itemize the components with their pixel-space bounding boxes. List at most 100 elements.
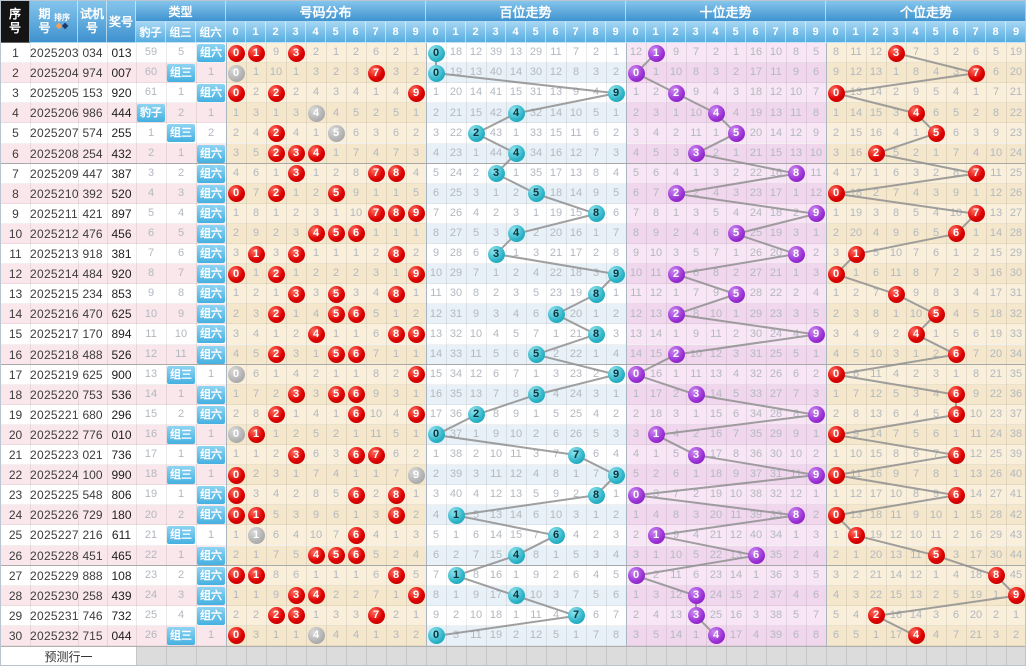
hundreds-ball: 4 [507, 225, 525, 243]
digit-header: 4 [906, 22, 926, 43]
cell-prize-number: 007 [111, 66, 132, 81]
miss-count: 19 [449, 66, 463, 79]
miss-count: 6 [612, 207, 620, 219]
miss-count: 1 [292, 307, 300, 320]
row-background [1, 344, 226, 365]
sort-arrows-icon[interactable]: ◆◆ [55, 21, 69, 30]
digit-header: 4 [306, 22, 326, 43]
cell-test-number: 776 [82, 427, 103, 442]
miss-count: 1 [872, 166, 880, 179]
miss-count: 1 [512, 609, 520, 621]
miss-count: 28 [1009, 227, 1023, 240]
miss-count: 12 [909, 568, 923, 581]
miss-count: 6 [892, 408, 900, 420]
miss-count: 1 [812, 347, 820, 360]
miss-count: 5 [692, 247, 700, 260]
cell-period: 2025227 [30, 528, 79, 543]
grid-line [786, 647, 787, 665]
cell-period: 2025210 [30, 186, 79, 201]
miss-count: 6 [392, 126, 400, 139]
miss-count: 6 [732, 408, 740, 420]
dist-ball: 2 [267, 145, 285, 163]
miss-count: 3 [432, 488, 440, 501]
miss-count: 2 [372, 106, 380, 119]
dist-ball: 1 [247, 506, 265, 524]
miss-count: 2 [972, 247, 980, 260]
digit-header: 7 [566, 22, 586, 43]
miss-count: 3 [372, 508, 380, 521]
cell-test-number: 216 [82, 528, 103, 543]
miss-count: 4 [352, 629, 360, 642]
cell-period: 2025215 [30, 287, 79, 302]
dist-ball: 0 [227, 486, 245, 504]
miss-count: 4 [412, 166, 420, 179]
grid-line [1, 263, 1025, 265]
miss-count: 7 [147, 247, 155, 260]
miss-count: 11 [175, 347, 187, 360]
miss-count: 3 [612, 428, 620, 441]
miss-count: 14 [669, 629, 683, 642]
miss-count: 20 [969, 609, 983, 621]
miss-count: 60 [144, 66, 158, 79]
digit-header: 7 [766, 22, 786, 43]
digit-header: 9 [806, 22, 826, 43]
miss-count: 1 [332, 247, 340, 260]
miss-count: 9 [492, 428, 500, 441]
miss-count: 2 [332, 166, 340, 179]
miss-count: 2 [292, 428, 300, 441]
miss-count: 3 [532, 247, 540, 260]
miss-count: 1 [332, 146, 340, 159]
tens-ball: 3 [687, 386, 705, 404]
miss-count: 8 [932, 287, 940, 300]
miss-count: 2 [672, 387, 680, 400]
grid-line [766, 647, 767, 665]
miss-count: 29 [449, 267, 463, 280]
cell-prize-number: 920 [111, 267, 132, 282]
miss-count: 2 [252, 609, 260, 621]
miss-count: 36 [749, 448, 763, 461]
period-header[interactable]: 期号 排序 ◆◆ [30, 1, 78, 43]
miss-count: 4 [252, 126, 260, 139]
miss-count: 10 [729, 488, 743, 501]
cell-prize-number: 432 [111, 146, 132, 161]
type-subheader-1: 组三 [166, 22, 196, 43]
miss-count: 9 [352, 186, 360, 199]
miss-count: 1 [177, 488, 185, 501]
miss-count: 1 [392, 307, 400, 320]
hundreds-ball: 7 [567, 446, 585, 464]
miss-count: 34 [749, 408, 763, 420]
miss-count: 4 [372, 287, 380, 300]
cell-seq: 4 [12, 106, 19, 121]
miss-count: 3 [832, 327, 840, 340]
grid-line [406, 43, 407, 646]
miss-count: 3 [272, 468, 280, 481]
miss-count: 4 [332, 468, 340, 481]
miss-count: 15 [969, 508, 983, 521]
cell-prize-number: 296 [111, 407, 132, 422]
miss-count: 10 [909, 528, 923, 541]
cell-period: 2025222 [30, 427, 79, 442]
miss-count: 17 [769, 186, 783, 199]
miss-count: 7 [432, 207, 440, 219]
miss-count: 2 [177, 508, 185, 521]
miss-count: 4 [872, 227, 880, 240]
miss-count: 3 [832, 146, 840, 159]
miss-count: 2 [252, 468, 260, 481]
cell-prize-number: 920 [111, 86, 132, 101]
miss-count: 1 [272, 367, 280, 380]
miss-count: 19 [869, 528, 883, 541]
miss-count: 10 [849, 448, 863, 461]
miss-count: 26 [144, 629, 158, 642]
cell-prize-number: 897 [111, 206, 132, 221]
row-background [1, 605, 226, 626]
miss-count: 7 [332, 528, 340, 541]
miss-count: 13 [909, 588, 923, 601]
miss-count: 20 [1009, 66, 1023, 79]
sort-control[interactable]: 排序 ◆◆ [54, 13, 70, 30]
miss-count: 7 [672, 488, 680, 501]
miss-count: 2 [732, 267, 740, 280]
miss-count: 18 [569, 267, 583, 280]
miss-count: 17 [489, 588, 503, 601]
miss-count: 33 [769, 508, 783, 521]
cell-seq: 27 [8, 568, 23, 583]
